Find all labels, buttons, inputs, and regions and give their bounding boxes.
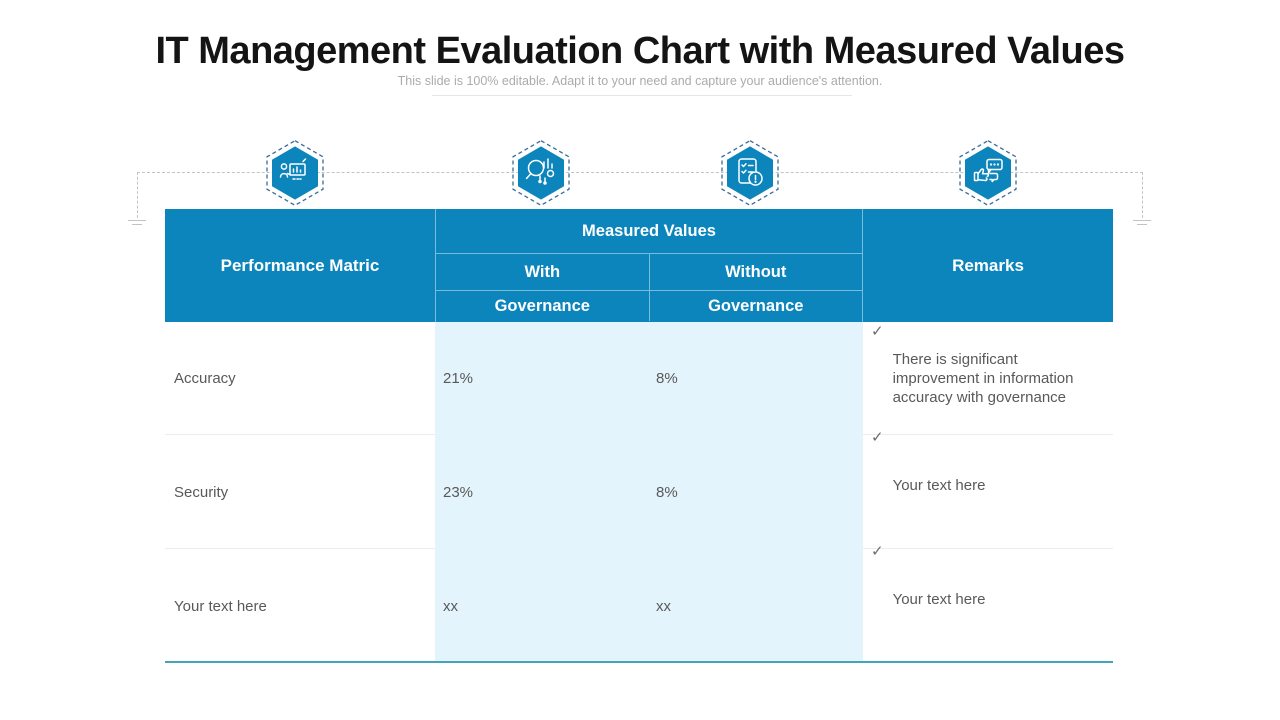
without-governance-value: xx xyxy=(656,597,671,615)
header-without: Without xyxy=(725,262,787,281)
metric-cell: Your text here xyxy=(174,597,267,615)
remark-text: Your text here xyxy=(892,476,986,494)
row-divider xyxy=(863,434,1113,435)
connector-end-left xyxy=(137,172,138,218)
measured-values-panel xyxy=(435,322,863,662)
feedback-thumbs-up-icon xyxy=(959,139,1017,207)
performance-monitor-icon xyxy=(266,139,324,207)
connector-tick xyxy=(132,224,142,225)
header-remarks: Remarks xyxy=(952,255,1024,275)
row-divider xyxy=(165,548,435,549)
page-title: IT Management Evaluation Chart with Meas… xyxy=(155,30,1125,72)
remark-text: Your text here xyxy=(892,590,986,608)
connector-tick xyxy=(1133,220,1151,221)
row-divider xyxy=(165,434,435,435)
check-icon: ✓ xyxy=(871,323,884,340)
with-governance-value: xx xyxy=(443,597,458,615)
without-governance-value: 8% xyxy=(656,483,678,501)
header-without-governance: Governance xyxy=(708,296,804,315)
connector-tick xyxy=(128,220,146,221)
analysis-magnifier-icon xyxy=(512,139,570,207)
without-governance-value: 8% xyxy=(656,370,678,387)
header-measured-values-group: Measured Values With Without Governance … xyxy=(435,209,863,322)
remark-cell: ✓ There is significant improvement in in… xyxy=(871,322,1106,435)
connector-end-right xyxy=(1142,172,1143,218)
metric-cell: Security xyxy=(174,483,229,501)
table-bottom-line xyxy=(165,661,1113,663)
check-icon: ✓ xyxy=(871,543,884,560)
page-subtitle: This slide is 100% editable. Adapt it to… xyxy=(397,74,883,88)
table-header: Performance Matric Measured Values With … xyxy=(165,209,1113,322)
connector-line xyxy=(137,172,1143,173)
remark-cell: ✓ Your text here xyxy=(871,428,1106,542)
header-with-governance: Governance xyxy=(436,291,650,321)
row-divider xyxy=(863,548,1113,549)
header-performance-matric: Performance Matric xyxy=(220,255,380,275)
check-icon: ✓ xyxy=(871,429,884,446)
report-alert-icon xyxy=(721,139,779,207)
header-measured-values: Measured Values xyxy=(436,209,862,254)
with-governance-value: 23% xyxy=(443,483,474,501)
header-with: With xyxy=(436,254,650,290)
connector-tick xyxy=(1137,224,1147,225)
with-governance-value: 21% xyxy=(443,370,474,387)
subtitle-divider xyxy=(432,95,852,96)
metric-cell: Accuracy xyxy=(174,370,236,387)
remark-cell: ✓ Your text here xyxy=(871,542,1106,656)
remark-text: There is significant improvement in info… xyxy=(892,351,1074,406)
